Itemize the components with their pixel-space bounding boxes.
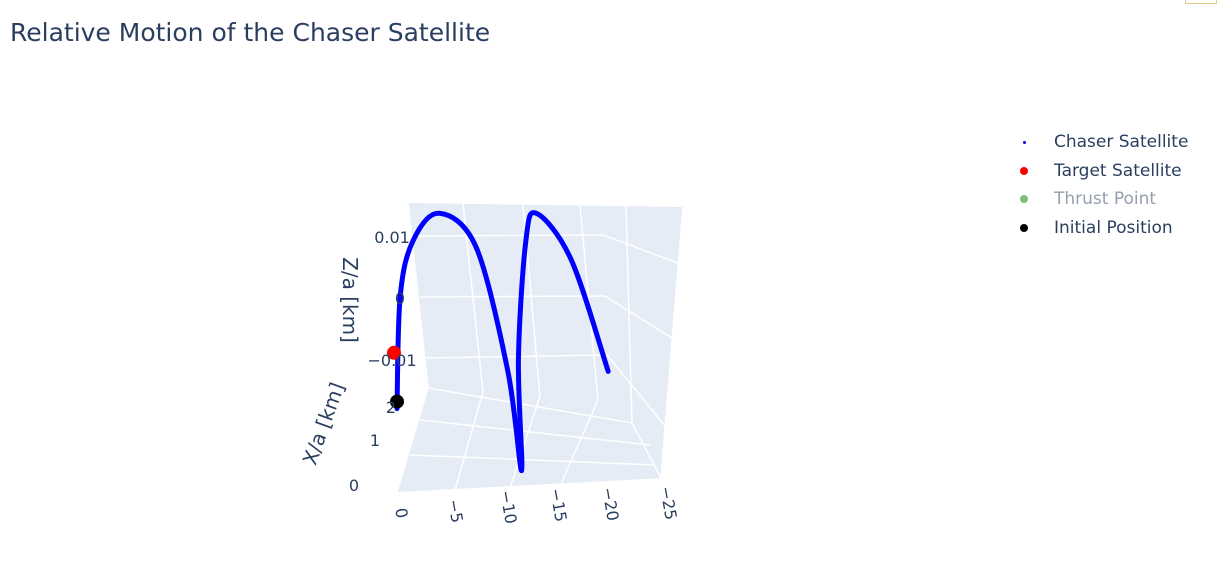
scene-traces (387, 210, 611, 474)
grid-line (427, 387, 633, 424)
legend-item[interactable]: Target Satellite (1014, 157, 1188, 186)
legend-marker (1014, 189, 1034, 209)
y-tick-label: −20 (598, 486, 623, 523)
modebar-edge (1185, 0, 1217, 4)
legend-label: Initial Position (1054, 217, 1173, 238)
grid-line (409, 454, 656, 466)
axis-ticks: 0.01 0 −0.01 0 12 0 −5 −10 −15 −20 −25 (349, 228, 681, 525)
legend-item[interactable]: Chaser Satellite (1014, 128, 1188, 157)
legend-marker (1014, 218, 1034, 238)
legend-label: Chaser Satellite (1054, 132, 1189, 153)
scene-floor-pane (397, 388, 661, 492)
grid-line (407, 202, 429, 389)
grid-line (604, 295, 684, 346)
legend-marker (1014, 132, 1034, 152)
z-tick-label: 0 (395, 289, 405, 308)
y-tick-label: −10 (496, 489, 521, 526)
chaser-trajectory (394, 210, 611, 474)
scene-panes (397, 203, 683, 492)
chart-title: Relative Motion of the Chaser Satellite (10, 18, 491, 47)
z-tick-label: −0.01 (367, 351, 416, 370)
grid-line (625, 205, 633, 424)
y-tick-label: −5 (444, 498, 467, 525)
z-axis-title: Z/a [km] (338, 257, 362, 343)
grid-line (602, 234, 684, 266)
x-tick-label: 0 (349, 476, 359, 495)
z-tick-label: 0.01 (374, 228, 410, 247)
legend-item[interactable]: Thrust Point (1014, 185, 1188, 214)
legend-item[interactable]: Initial Position (1014, 214, 1188, 243)
y-tick-label: −25 (656, 485, 681, 522)
legend-marker (1014, 161, 1034, 181)
x-tick-label: 2 (386, 398, 396, 417)
grid-line (417, 234, 604, 237)
grid-line (606, 354, 671, 433)
grid-line (419, 419, 651, 446)
grid-line (559, 399, 599, 487)
y-tick-label: 0 (391, 506, 411, 519)
legend-label: Target Satellite (1054, 160, 1182, 181)
legend-label: Thrust Point (1054, 189, 1157, 210)
grid-line (454, 391, 484, 491)
legend: Chaser Satellite Target Satellite Thrust P… (1014, 128, 1188, 242)
x-axis-title: X/a [km] (297, 379, 349, 468)
y-tick-label: −15 (546, 487, 571, 524)
grid-line (396, 387, 429, 493)
target-satellite-marker (387, 345, 401, 360)
scene-grid (396, 202, 684, 493)
initial-position-marker (390, 394, 404, 409)
grid-line (419, 295, 606, 298)
grid-line (631, 422, 662, 479)
grid-line (660, 206, 684, 479)
grid-line (509, 395, 541, 489)
x-tick-label: 1 (370, 431, 380, 450)
